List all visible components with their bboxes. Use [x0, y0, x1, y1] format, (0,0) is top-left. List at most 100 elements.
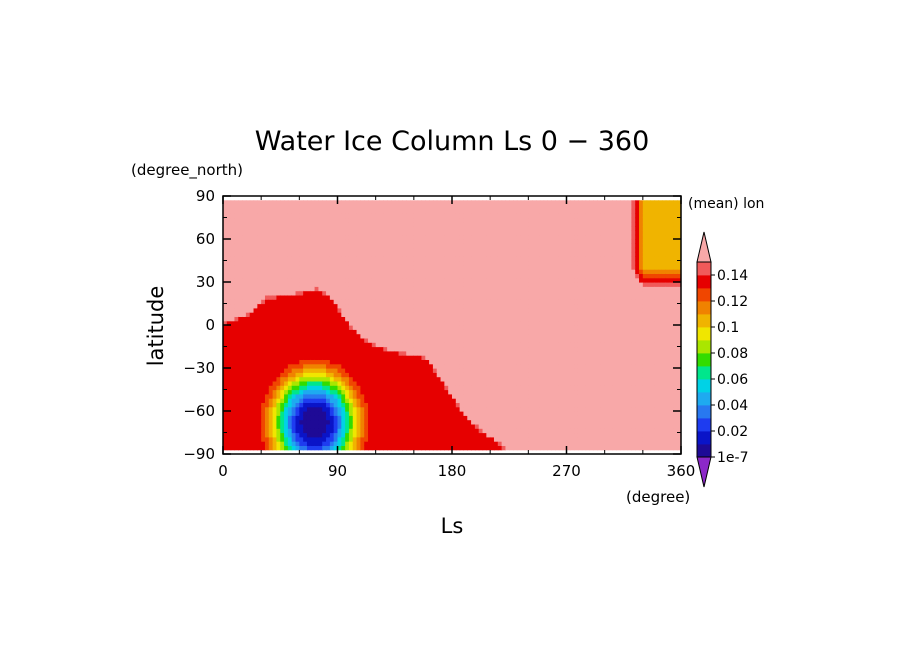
contour-cell [310, 230, 316, 236]
contour-cell [402, 441, 407, 446]
contour-cell [501, 337, 507, 343]
contour-cell [459, 423, 465, 429]
contour-cell [478, 346, 484, 352]
contour-cell [413, 200, 419, 206]
contour-cell [242, 247, 247, 253]
contour-cell [291, 312, 297, 317]
contour-cell [539, 415, 545, 421]
contour-cell [543, 312, 549, 317]
contour-cell [467, 432, 472, 438]
contour-cell [493, 359, 499, 365]
contour-cell [329, 213, 335, 219]
contour-cell [322, 294, 327, 300]
contour-cell [501, 342, 507, 348]
contour-cell [532, 286, 537, 292]
contour-cell [341, 251, 346, 257]
contour-cell [425, 299, 430, 305]
contour-cell [318, 294, 323, 300]
contour-cell [284, 342, 289, 348]
contour-cell [223, 282, 228, 287]
contour-cell [345, 355, 350, 360]
contour-cell [509, 350, 514, 356]
contour-cell [432, 432, 438, 438]
contour-cell [421, 346, 426, 352]
contour-cell [245, 260, 251, 266]
contour-cell [440, 307, 445, 313]
contour-cell [493, 239, 499, 244]
contour-cell [345, 415, 350, 421]
contour-cell [230, 234, 236, 240]
contour-cell [329, 273, 335, 279]
contour-cell [394, 325, 400, 330]
contour-cell [230, 372, 236, 378]
contour-cell [272, 282, 278, 287]
contour-cell [329, 363, 335, 369]
contour-cell [318, 398, 323, 403]
contour-cell [547, 428, 552, 434]
contour-cell [364, 217, 369, 223]
contour-cell [360, 282, 365, 287]
contour-cell [230, 329, 236, 335]
contour-cell [272, 355, 278, 360]
contour-cell [406, 423, 411, 429]
contour-cell [474, 239, 480, 244]
contour-cell [513, 277, 518, 283]
contour-cell [543, 376, 549, 382]
contour-cell [390, 208, 396, 214]
contour-cell [547, 247, 552, 253]
contour-cell [543, 380, 549, 386]
contour-cell [295, 226, 300, 231]
contour-cell [295, 411, 300, 416]
contour-cell [463, 290, 468, 296]
contour-cell [463, 346, 468, 352]
contour-cell [410, 204, 415, 210]
contour-cell [379, 239, 384, 244]
contour-cell [375, 217, 381, 223]
contour-cell [383, 398, 388, 403]
contour-cell [284, 325, 289, 330]
contour-cell [535, 415, 541, 421]
contour-cell [467, 445, 472, 451]
contour-cell [348, 208, 354, 214]
contour-cell [230, 415, 236, 421]
contour-cell [425, 213, 430, 219]
contour-cell [474, 432, 480, 438]
contour-cell [303, 286, 308, 292]
contour-cell [390, 217, 396, 223]
contour-cell [223, 432, 228, 438]
contour-cell [341, 406, 346, 412]
contour-cell [478, 419, 484, 425]
contour-cell [242, 402, 247, 408]
contour-cell [524, 320, 529, 326]
contour-cell [410, 277, 415, 283]
contour-cell [322, 273, 327, 279]
contour-cell [535, 286, 541, 292]
contour-cell [360, 359, 365, 365]
contour-cell [280, 299, 285, 305]
contour-cell [528, 282, 533, 287]
contour-cell [264, 208, 270, 214]
contour-cell [467, 441, 472, 446]
contour-cell [245, 432, 251, 438]
contour-cell [387, 286, 392, 292]
contour-cell [535, 221, 541, 227]
contour-cell [387, 359, 392, 365]
contour-cell [249, 312, 255, 317]
contour-cell [226, 316, 232, 322]
contour-cell [459, 402, 465, 408]
contour-cell [337, 389, 342, 395]
contour-cell [383, 247, 388, 253]
contour-cell [413, 230, 419, 236]
contour-cell [513, 303, 518, 309]
contour-cell [486, 273, 491, 279]
contour-cell [448, 350, 453, 356]
contour-cell [306, 385, 312, 391]
contour-cell [223, 363, 228, 369]
contour-cell [287, 256, 293, 262]
contour-cell [253, 441, 258, 446]
contour-cell [509, 363, 514, 369]
contour-cell [501, 441, 507, 446]
contour-cell [425, 342, 430, 348]
contour-cell [421, 436, 426, 442]
contour-cell [318, 303, 323, 309]
